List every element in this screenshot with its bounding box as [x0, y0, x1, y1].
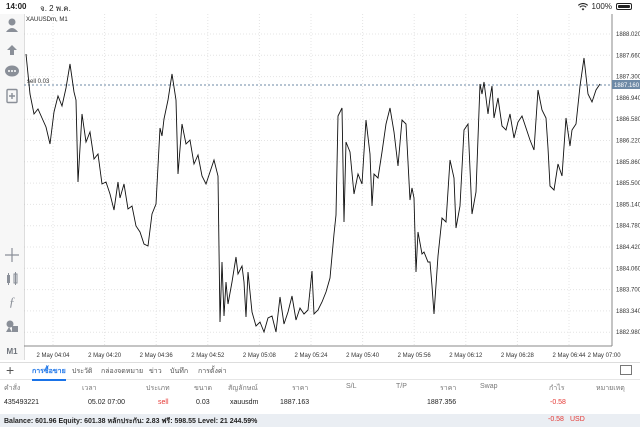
- clock: 14:00: [6, 2, 27, 11]
- time-tick-label: 2 May 05:24: [294, 353, 328, 359]
- time-tick-label: 2 May 05:40: [346, 353, 380, 359]
- price-tick-label: 1885.500: [616, 181, 640, 187]
- col-symbol[interactable]: สัญลักษณ์: [228, 385, 258, 392]
- table-row[interactable]: 435493221 05.02 07:00 sell 0.03 xauusdm …: [0, 396, 640, 412]
- objects-icon[interactable]: [4, 318, 20, 334]
- price-tick-label: 1882.980: [616, 330, 640, 336]
- horizontal-gridlines: [24, 33, 612, 333]
- time-tick-label: 2 May 06:12: [449, 353, 483, 359]
- col-price[interactable]: ราคา: [292, 385, 309, 392]
- price-tick-label: 1886.580: [616, 117, 640, 123]
- wifi-icon: [577, 2, 588, 10]
- price-tick-label: 1887.300: [616, 75, 640, 81]
- panel-toggle-icon[interactable]: [620, 365, 632, 375]
- balance-summary: Balance: 601.96 Equity: 601.38 หลักประกั…: [4, 418, 258, 425]
- left-toolbar: ƒ M1: [0, 14, 25, 360]
- col-swap[interactable]: Swap: [480, 383, 498, 390]
- chat-icon[interactable]: [4, 64, 20, 80]
- total-profit: -0.58: [548, 416, 564, 423]
- time-tick-label: 2 May 05:08: [243, 353, 277, 359]
- order-id: 435493221: [4, 399, 40, 406]
- new-doc-icon[interactable]: [4, 88, 20, 104]
- order-symbol: xauusdm: [230, 399, 259, 406]
- tab-trade[interactable]: การซื้อขาย: [32, 368, 66, 381]
- price-tick-label: 1885.140: [616, 202, 640, 208]
- col-comment[interactable]: หมายเหตุ: [596, 385, 625, 392]
- position-label: sell 0.03: [27, 79, 50, 85]
- person-icon[interactable]: [4, 17, 20, 33]
- current-price-marker: [612, 80, 640, 89]
- order-time: 05.02 07:00: [88, 399, 125, 406]
- indicator-icon[interactable]: [4, 271, 20, 287]
- time-tick-label: 2 May 04:52: [191, 353, 225, 359]
- time-tick-label: 2 May 04:04: [36, 353, 70, 359]
- tab-mailbox[interactable]: กล่องจดหมาย: [101, 368, 144, 375]
- price-series-line: [25, 53, 601, 334]
- col-type[interactable]: ประเภท: [146, 385, 170, 392]
- time-axis-labels: 2 May 04:04 2 May 04:20 2 May 04:36 2 May 0…: [36, 353, 621, 359]
- vertical-gridlines: [52, 14, 570, 346]
- price-tick-label: 1883.700: [616, 288, 640, 294]
- chart-canvas[interactable]: XAUUSDm, M1 sell 0.03 1888.0201887.66018…: [23, 14, 640, 360]
- crosshair-icon[interactable]: [4, 247, 20, 263]
- price-tick-label: 1886.940: [616, 96, 640, 102]
- col-order[interactable]: คำสั่ง: [4, 385, 21, 392]
- price-tick-label: 1887.660: [616, 53, 640, 59]
- price-tick-label: 1883.340: [616, 309, 640, 315]
- balance-bar: Balance: 601.96 Equity: 601.38 หลักประกั…: [0, 414, 640, 427]
- tab-news[interactable]: ข่าว: [149, 368, 162, 375]
- timeframe-button[interactable]: M1: [6, 347, 18, 356]
- col-tp[interactable]: T/P: [396, 383, 407, 390]
- battery-icon: [616, 3, 632, 10]
- col-sl[interactable]: S/L: [346, 383, 357, 390]
- open-price: 1887.163: [280, 399, 310, 406]
- tab-history[interactable]: ประวัติ: [72, 368, 93, 375]
- price-tick-label: 1888.020: [616, 32, 640, 38]
- time-tick-label: 2 May 06:44: [552, 353, 586, 359]
- price-tick-label: 1884.420: [616, 245, 640, 251]
- time-tick-label: 2 May 06:28: [501, 353, 535, 359]
- price-tick-label: 1886.220: [616, 139, 640, 145]
- order-size: 0.03: [196, 399, 210, 406]
- price-tick-label: 1884.060: [616, 266, 640, 272]
- time-tick-label: 2 May 05:56: [398, 353, 432, 359]
- time-tick-label: 2 May 04:20: [88, 353, 122, 359]
- currency: USD: [570, 416, 585, 423]
- col-current-price[interactable]: ราคา: [440, 385, 457, 392]
- trade-icon[interactable]: [4, 41, 20, 57]
- price-tick-label: 1884.780: [616, 224, 640, 230]
- time-tick-label: 2 May 04:36: [140, 353, 174, 359]
- tab-journal[interactable]: บันทึก: [170, 368, 189, 375]
- bottom-tab-bar: + การซื้อขาย ประวัติ กล่องจดหมาย ข่าว บั…: [0, 362, 640, 381]
- add-button[interactable]: +: [6, 362, 15, 378]
- current-price: 1887.356: [427, 399, 457, 406]
- price-tick-label: 1885.860: [616, 160, 640, 166]
- price-chart[interactable]: XAUUSDm, M1 sell 0.03 1888.020 1887.660 18…: [23, 14, 640, 360]
- function-icon[interactable]: ƒ: [8, 294, 16, 309]
- order-profit: -0.58: [550, 399, 566, 406]
- tab-settings[interactable]: การตั้งค่า: [198, 368, 227, 375]
- col-time[interactable]: เวลา: [82, 385, 97, 392]
- price-axis-labels: 1888.020 1887.660 1887.300 1886.940 1886.580…: [616, 32, 640, 336]
- current-price-label: 1887.160: [614, 83, 640, 89]
- status-bar: 14:00 จ. 2 พ.ค. 100%: [0, 0, 640, 14]
- table-header: คำสั่ง เวลา ประเภท ขนาด สัญลักษณ์ ราคา S…: [0, 380, 640, 394]
- symbol-title: XAUUSDm, M1: [26, 17, 68, 23]
- time-tick-label: 2 May 07:00: [588, 353, 622, 359]
- date: จ. 2 พ.ค.: [40, 4, 71, 13]
- order-type: sell: [158, 399, 169, 406]
- status-right: 100%: [577, 2, 632, 11]
- battery-percent: 100%: [591, 2, 612, 11]
- col-size[interactable]: ขนาด: [194, 385, 213, 392]
- col-profit[interactable]: กำไร: [549, 385, 565, 392]
